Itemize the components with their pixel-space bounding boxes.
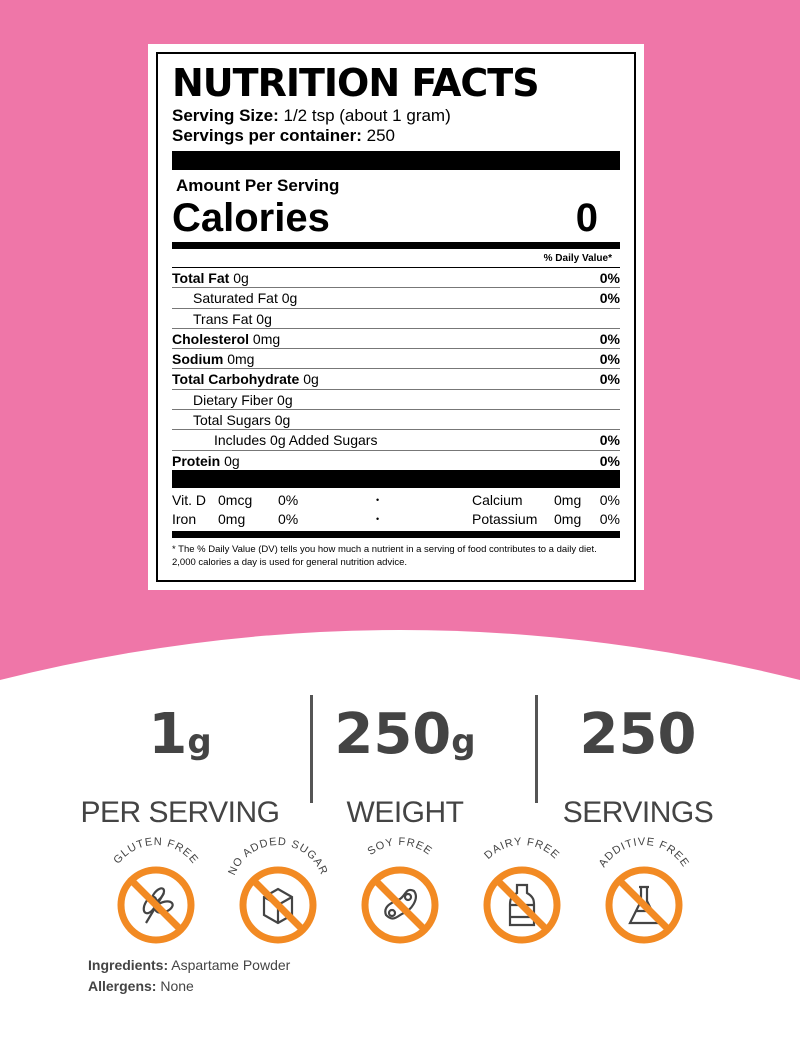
badge-dairy-free: DAIRY FREE [461, 835, 583, 950]
badge-gluten-free: GLUTEN FREE [95, 835, 217, 950]
stat-weight: 250g WEIGHT [334, 702, 476, 829]
badge-label: SOY FREE [365, 836, 434, 858]
white-curve [0, 630, 800, 710]
nutrient-row: Sodium 0mg 0% [172, 348, 620, 368]
thick-bar [172, 151, 620, 170]
prohibited-circle-icon [483, 866, 561, 944]
nutrient-row: Total Fat 0g 0% [172, 267, 620, 287]
serving-size: 1/2 tsp (about 1 gram) [283, 106, 451, 125]
nutrient-row: Dietary Fiber 0g [172, 388, 620, 409]
amount-per-serving: Amount Per Serving [176, 176, 340, 195]
nutrient-row: Cholesterol 0mg 0% [172, 327, 620, 348]
servings: 250 [366, 126, 395, 145]
badge-soy-free: SOY FREE [339, 835, 461, 950]
calories-row: Calories 0 [172, 196, 598, 240]
badge-label: DAIRY FREE [482, 836, 562, 862]
prohibited-circle-icon [239, 866, 317, 944]
badge-label: ADDITIVE FREE [597, 836, 692, 870]
nutrition-label: NUTRITION FACTS Serving Size: 1/2 tsp (a… [148, 44, 644, 590]
thick-bar [172, 469, 620, 488]
vitamin-rows: Vit. D 0mcg 0% • Calcium 0mg 0% Iron 0mg 0% • Potas… [172, 491, 620, 529]
stat-per-serving: 1g PER SERVING [80, 702, 280, 829]
daily-value-header: % Daily Value* [543, 253, 612, 264]
divider [535, 695, 538, 803]
nutrient-row: Saturated Fat 0g 0% [172, 287, 620, 307]
footnote: * The % Daily Value (DV) tells you how m… [172, 543, 597, 568]
nutrient-row: Total Sugars 0g [172, 409, 620, 429]
nutrient-row: Total Carbohydrate 0g 0% [172, 368, 620, 388]
stat-servings: 250 SERVINGS [562, 702, 714, 829]
nutrient-row: Trans Fat 0g [172, 307, 620, 328]
badge-label: GLUTEN FREE [111, 836, 200, 867]
servings-label: Servings per container: [172, 126, 362, 145]
badges: GLUTEN FREE NO ADDED SUGAR SOY FREE DAIR… [95, 835, 705, 950]
label-title: NUTRITION FACTS [172, 61, 540, 105]
nutrient-rows: Total Fat 0g 0% Saturated Fat 0g 0% Trans Fa… [172, 267, 620, 470]
vitamin-row: Iron 0mg 0% • Potassium 0mg 0% [172, 510, 620, 527]
serving-size-label: Serving Size: [172, 106, 279, 125]
allergens: None [160, 978, 194, 994]
medium-bar [172, 242, 620, 249]
nutrient-row: Includes 0g Added Sugars 0% [172, 429, 620, 449]
prohibited-circle-icon [361, 866, 439, 944]
badge-no-added-sugar: NO ADDED SUGAR [217, 835, 339, 950]
ingredients: Aspartame Powder [171, 957, 291, 973]
vitamin-row: Vit. D 0mcg 0% • Calcium 0mg 0% [172, 491, 620, 508]
divider [310, 695, 313, 803]
nutrient-row: Protein 0g 0% [172, 449, 620, 470]
medium-bar [172, 530, 620, 538]
product-info: Ingredients: Aspartame Powder Allergens:… [88, 957, 291, 994]
stats: 1g PER SERVING 250g WEIGHT 250 SERVINGS [0, 700, 800, 833]
prohibited-circle-icon [117, 866, 195, 944]
badge-additive-free: ADDITIVE FREE [583, 835, 705, 950]
prohibited-circle-icon [605, 866, 683, 944]
